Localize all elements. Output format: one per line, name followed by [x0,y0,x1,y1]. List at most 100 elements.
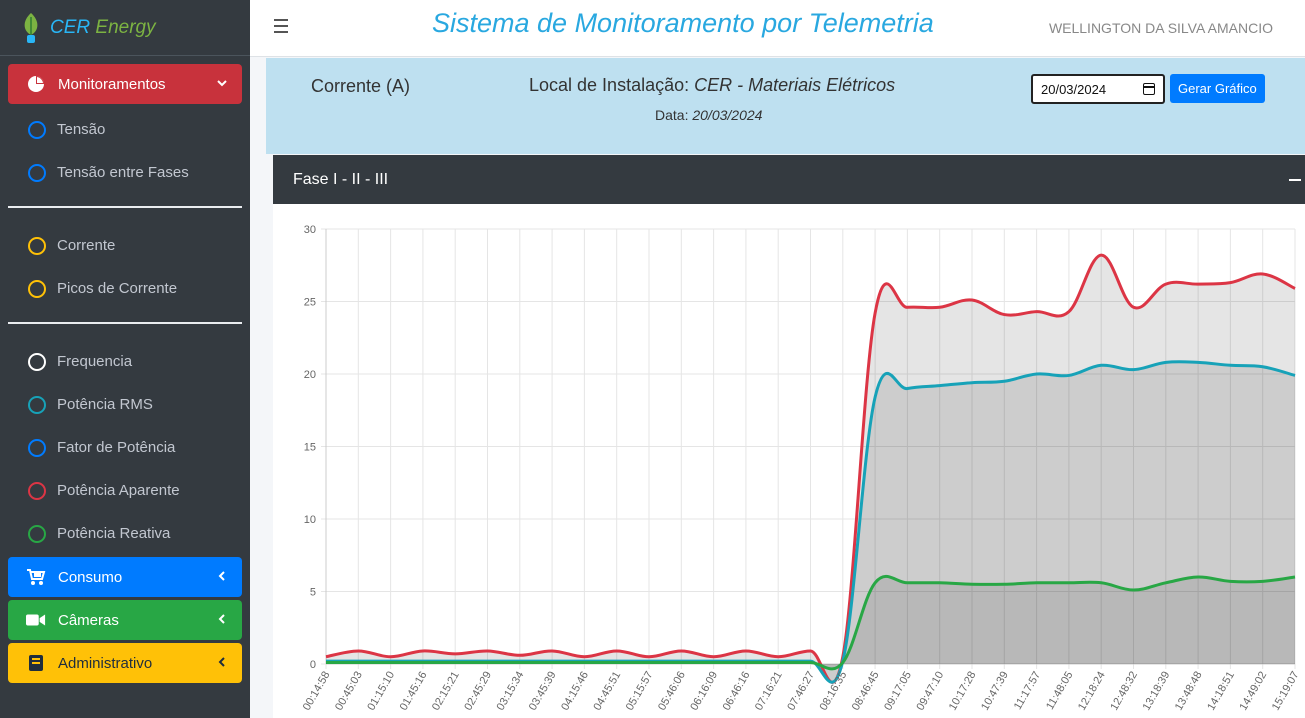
sidebar-item-picos-de-corrente[interactable]: Picos de Corrente [0,267,250,310]
sidebar-divider [8,206,242,208]
x-tick-label: 00:45:03 [333,670,365,713]
y-tick-label: 5 [310,587,316,599]
x-tick-label: 06:16:09 [688,670,720,713]
current-line-chart: 0 5 10 15 20 25 30 00:14:58 00:45:03 01:15:10 01:4… [301,224,1302,713]
top-header: Sistema de Monitoramento por Telemetria … [250,0,1305,57]
sidebar-item-label: Frequencia [57,353,133,370]
x-tick-label: 14:18:51 [1205,670,1237,713]
sidebar-item-label: Potência RMS [57,396,153,413]
circle-icon [28,395,46,414]
y-tick-label: 20 [304,369,316,381]
date-input-value: 20/03/2024 [1041,81,1107,97]
chevron-left-icon [216,569,228,586]
y-tick-label: 10 [304,514,316,526]
sidebar-item-tensao-entre-fases[interactable]: Tensão entre Fases [0,151,250,194]
circle-icon [28,120,46,139]
sidebar-item-frequencia[interactable]: Frequencia [0,340,250,383]
date-input[interactable]: 20/03/2024 [1031,74,1165,104]
generate-chart-button[interactable]: Gerar Gráfico [1170,74,1265,103]
circle-icon [28,481,46,500]
sidebar-item-corrente[interactable]: Corrente [0,224,250,267]
x-tick-label: 04:45:51 [591,670,623,713]
sidebar-item-potencia-aparente[interactable]: Potência Aparente [0,469,250,512]
sidebar-divider [8,322,242,324]
menu-monitoramentos[interactable]: Monitoramentos [8,64,242,104]
brand-name: CER Energy [50,17,156,39]
x-tick-label: 14:49:02 [1237,669,1269,712]
x-tick-label: 07:46:27 [785,670,817,713]
book-icon [26,653,46,673]
sidebar-item-potencia-rms[interactable]: Potência RMS [0,383,250,426]
x-tick-label: 11:48:05 [1044,670,1075,712]
info-band: Corrente (A) Local de Instalação: CER - … [266,58,1305,154]
menu-cameras[interactable]: Câmeras [8,600,242,640]
chart-card: Fase I - II - III 0 5 10 15 20 25 30 00:14:58 00… [273,155,1305,718]
installation-location: Local de Instalação: CER - Materiais Elé… [529,75,895,96]
date-display: Data: 20/03/2024 [655,107,762,123]
card-header: Fase I - II - III [273,155,1305,204]
brand-name-1: CER [50,16,91,38]
x-tick-label: 03:45:39 [527,670,559,713]
menu-cameras-label: Câmeras [58,611,119,629]
menu-administrativo-label: Administrativo [58,654,153,672]
x-tick-label: 05:46:06 [656,670,688,713]
x-tick-label: 13:18:39 [1141,670,1173,713]
x-tick-label: 10:47:39 [979,670,1011,713]
x-tick-label: 00:14:58 [301,670,333,713]
sidebar-item-label: Corrente [57,237,116,254]
series-area [326,361,1295,683]
sidebar-item-label: Potência Reativa [57,525,171,542]
x-tick-label: 09:17:05 [882,670,914,713]
circle-icon [28,524,46,543]
x-tick-label: 04:15:46 [559,670,591,713]
y-tick-label: 0 [310,659,316,671]
sidebar-nav: Monitoramentos Tensão Tensão entre Fases… [0,56,250,683]
sidebar-item-label: Fator de Potência [57,439,176,456]
circle-icon [28,438,46,457]
x-tick-label: 02:45:29 [462,670,494,713]
sidebar-item-potencia-reativa[interactable]: Potência Reativa [0,512,250,555]
installation-location-value: CER - Materiais Elétricos [694,75,896,95]
cart-icon [26,567,46,587]
y-tick-label: 25 [304,297,316,309]
x-tick-label: 05:15:57 [624,670,656,713]
sidebar-item-tensao[interactable]: Tensão [0,108,250,151]
circle-icon [28,163,46,182]
y-tick-label: 30 [304,224,316,236]
x-tick-label: 02:15:21 [430,670,462,713]
video-camera-icon [26,610,46,630]
calendar-icon[interactable] [1143,83,1155,95]
brand[interactable]: CER Energy [0,0,250,56]
pie-chart-icon [26,74,46,94]
chevron-left-icon [216,612,228,629]
sidebar-item-label: Picos de Corrente [57,280,178,297]
x-tick-label: 01:45:16 [398,670,430,713]
menu-consumo-label: Consumo [58,568,123,586]
x-tick-label: 08:46:45 [850,670,882,713]
sidebar-item-label: Potência Aparente [57,482,180,499]
menu-consumo[interactable]: Consumo [8,557,242,597]
x-tick-label: 03:15:34 [495,670,527,713]
series-area [326,576,1295,669]
user-name[interactable]: WELLINGTON DA SILVA AMANCIO [1048,20,1273,36]
date-display-label: Data: [655,107,689,123]
installation-location-label: Local de Instalação: [529,75,690,95]
x-tick-label: 12:18:24 [1076,670,1108,713]
x-tick-label: 07:16:21 [753,670,785,713]
x-tick-label: 11:17:57 [1012,670,1043,712]
circle-icon [28,236,46,255]
page-title: Sistema de Monitoramento por Telemetria [432,8,934,38]
brand-name-2: Energy [95,16,156,38]
sidebar-item-fator-de-potencia[interactable]: Fator de Potência [0,426,250,469]
menu-administrativo[interactable]: Administrativo [8,643,242,683]
leaf-logo-icon [24,12,38,43]
chevron-left-icon [216,655,228,672]
sidebar: CER Energy Monitoramentos Tensão Tensão … [0,0,250,718]
x-tick-label: 09:47:10 [914,670,946,713]
minus-icon[interactable] [1289,179,1301,181]
x-tick-label: 15:19:07 [1270,670,1302,713]
series-area [326,255,1295,683]
hamburger-menu-icon[interactable] [274,19,288,33]
chevron-down-icon [216,76,228,93]
date-display-value: 20/03/2024 [692,107,763,123]
